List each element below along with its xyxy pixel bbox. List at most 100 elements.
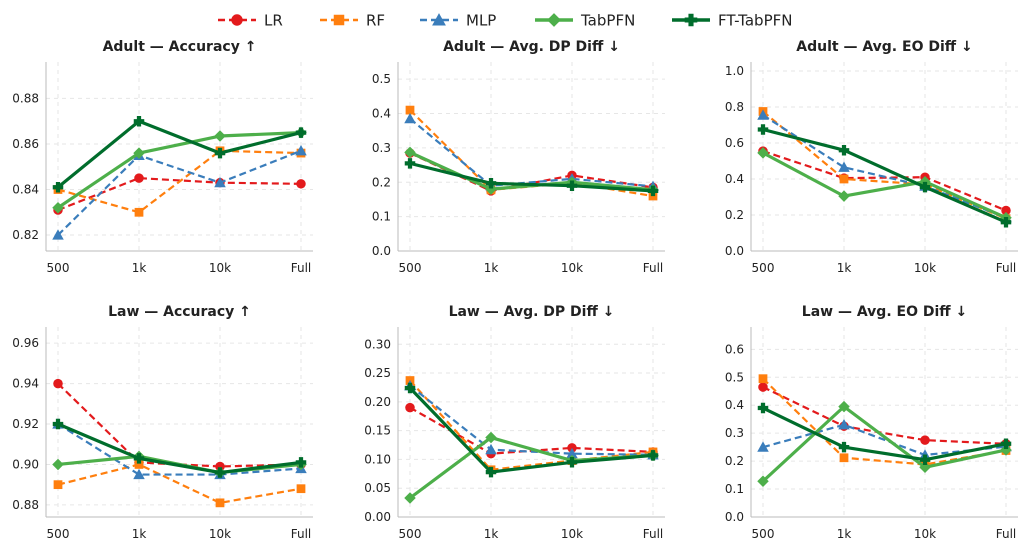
series-lr — [53, 173, 306, 215]
y-tick-label: 0.84 — [12, 183, 39, 197]
x-tick-label: Full — [996, 527, 1017, 541]
point-ft-tabpfn-10k — [214, 467, 226, 478]
point-lr-500 — [405, 402, 415, 413]
series-tabpfn — [52, 126, 307, 214]
point-rf-500 — [758, 374, 768, 384]
point-ft-tabpfn-1k — [838, 144, 850, 156]
series-line-tabpfn — [761, 405, 1007, 483]
y-tick-label: 0.5 — [372, 72, 391, 86]
point-ft-tabpfn-full — [647, 450, 659, 461]
y-tick-label: 0.96 — [12, 336, 39, 350]
point-tabpfn-full — [1000, 444, 1012, 456]
point-tabpfn-1k — [133, 147, 145, 159]
point-mlp-500 — [52, 229, 64, 240]
point-mlp-10k — [566, 447, 578, 459]
y-tick-label: 0.10 — [364, 452, 391, 466]
legend-entry-tabpfn: TabPFN — [535, 12, 635, 30]
series-ft-tabpfn — [404, 158, 659, 197]
point-ft-tabpfn-500 — [52, 418, 64, 430]
y-tick-label: 0.2 — [372, 175, 391, 189]
point-tabpfn-1k — [838, 190, 850, 202]
point-tabpfn-10k — [919, 461, 931, 474]
legend-entry-ft-tabpfn: FT-TabPFN — [672, 12, 792, 30]
series-line-mlp — [57, 149, 302, 236]
y-tick-label: 0.4 — [372, 107, 391, 121]
series-rf — [53, 146, 306, 217]
legend-label-tabpfn: TabPFN — [580, 12, 635, 30]
series-line-ft-tabpfn — [56, 119, 302, 189]
point-ft-tabpfn-1k — [838, 441, 850, 453]
panel-law-avg-dp-diff: Law — Avg. DP Diff ↓ 0.00 0.05 0.10 0.15 0.20… — [364, 304, 665, 541]
point-mlp-1k — [838, 161, 850, 172]
legend-label-ft-tabpfn: FT-TabPFN — [718, 12, 792, 30]
point-mlp-500 — [757, 441, 769, 452]
point-rf-500 — [53, 480, 63, 490]
panel-adult-accuracy: Adult — Accuracy ↑ 0.82 0.84 0.86 0.88 500 1k 1… — [12, 39, 313, 275]
series-line-tabpfn — [762, 151, 1007, 220]
legend-label-rf: RF — [366, 12, 385, 30]
y-tick-label: 0.5 — [725, 370, 744, 384]
x-tick-label: 10k — [209, 261, 231, 275]
y-tick-label: 0.25 — [364, 366, 391, 380]
point-ft-tabpfn-500 — [757, 124, 769, 135]
point-lr-full — [1001, 205, 1011, 216]
x-tick-label: 10k — [209, 527, 231, 541]
y-tick-label: 0.00 — [364, 510, 391, 524]
point-ft-tabpfn-full — [1000, 438, 1012, 450]
point-mlp-1k — [838, 419, 850, 430]
point-lr-10k — [215, 461, 225, 472]
legend-entry-rf: RF — [320, 12, 385, 30]
legend-marker-tabpfn — [547, 13, 561, 27]
legend-marker-ft-tabpfn — [684, 13, 698, 27]
point-mlp-500 — [404, 112, 416, 124]
chart-panels: Adult — Accuracy ↑ 0.82 0.84 0.86 0.88 500 1k 1… — [12, 39, 1018, 541]
series-line-mlp — [409, 384, 654, 456]
series-rf — [758, 107, 1011, 223]
y-tick-label: 0.4 — [725, 172, 744, 186]
point-rf-1k — [839, 174, 849, 184]
y-tick-label: 0.86 — [12, 137, 39, 151]
point-ft-tabpfn-1k — [133, 115, 145, 127]
y-tick-label: 0.0 — [725, 510, 744, 524]
series-mlp — [757, 109, 1012, 223]
x-tick-label: 500 — [399, 527, 422, 541]
point-lr-full — [296, 179, 306, 189]
point-mlp-500 — [757, 109, 769, 120]
point-tabpfn-500 — [52, 201, 64, 214]
series-ft-tabpfn — [757, 124, 1012, 228]
point-rf-1k — [134, 460, 144, 469]
x-tick-label: 1k — [484, 261, 499, 275]
point-ft-tabpfn-full — [1000, 216, 1012, 228]
point-tabpfn-1k — [485, 431, 497, 444]
legend-marker-mlp — [432, 13, 446, 26]
series-line-ft-tabpfn — [762, 406, 1007, 462]
x-tick-label: Full — [996, 261, 1017, 275]
series-line-ft-tabpfn — [762, 127, 1007, 224]
legend-marker-lr — [231, 14, 243, 26]
panel-law-accuracy: Law — Accuracy ↑ 0.88 0.90 0.92 0.94 0.96 500 1… — [12, 304, 313, 541]
point-ft-tabpfn-10k — [919, 454, 931, 465]
legend-entry-lr: LR — [218, 12, 283, 30]
point-rf-full — [296, 484, 306, 494]
point-rf-1k — [839, 453, 849, 463]
point-ft-tabpfn-full — [647, 185, 659, 197]
point-lr-500 — [758, 382, 768, 392]
point-tabpfn-500 — [757, 147, 769, 159]
series-line-rf — [762, 110, 1007, 220]
x-tick-label: Full — [643, 527, 664, 541]
panel-title: Law — Avg. EO Diff ↓ — [802, 304, 967, 320]
point-ft-tabpfn-500 — [757, 402, 769, 414]
point-lr-10k — [920, 435, 930, 445]
x-tick-label: 500 — [47, 261, 70, 275]
y-tick-label: 0.15 — [364, 424, 391, 438]
series-ft-tabpfn — [52, 115, 307, 193]
legend-label-mlp: MLP — [466, 12, 496, 30]
point-tabpfn-1k — [485, 183, 497, 195]
x-tick-label: 500 — [399, 261, 422, 275]
series-line-ft-tabpfn — [57, 422, 302, 475]
y-tick-label: 0.8 — [725, 100, 744, 114]
legend-label-lr: LR — [264, 12, 283, 30]
series-lr — [53, 378, 306, 472]
y-tick-label: 0.3 — [372, 141, 391, 155]
series-line-rf — [409, 379, 654, 471]
